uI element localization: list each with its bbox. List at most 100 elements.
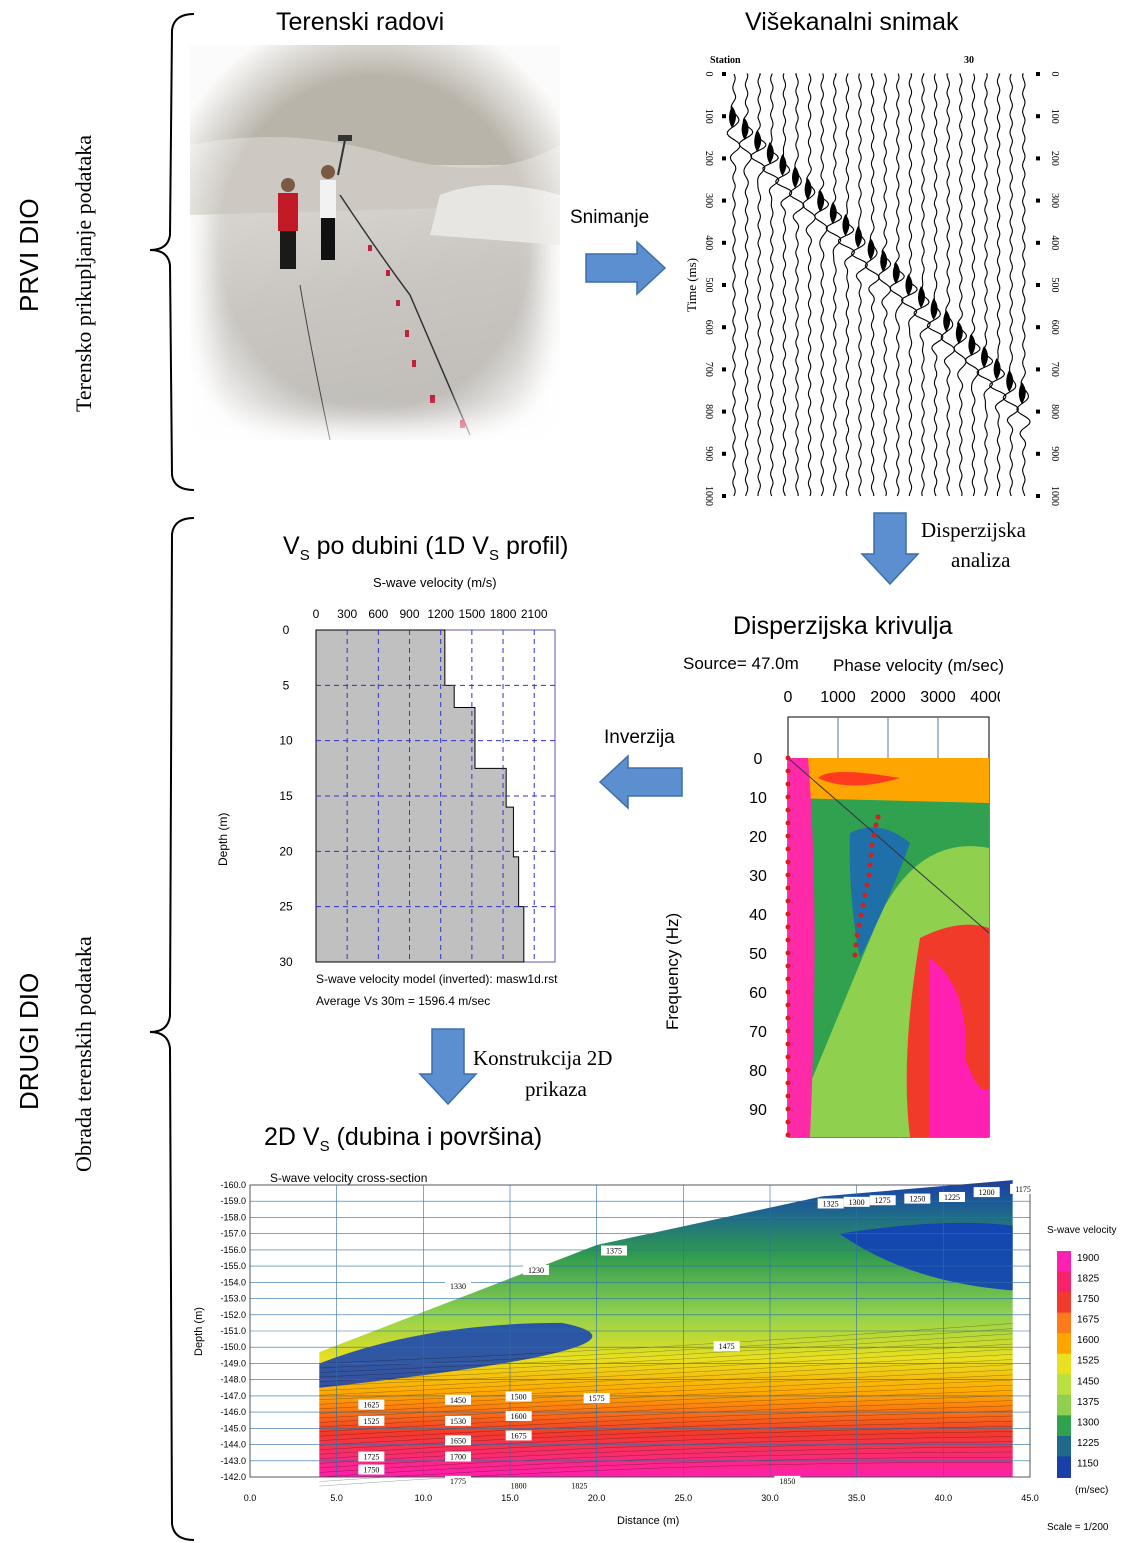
- dispersion-edge-point: [785, 859, 791, 865]
- time-tick-left: 800: [703, 404, 714, 419]
- contour-label: 1750: [363, 1466, 379, 1475]
- cross-section-x-tick: 5.0: [330, 1493, 343, 1503]
- contour-label-box: [904, 1193, 931, 1204]
- legend-value: 1675: [1077, 1315, 1100, 1326]
- profile-caption-2: Average Vs 30m = 1596.4 m/sec: [316, 994, 491, 1008]
- dispersion-y-tick: 60: [749, 985, 767, 1002]
- seismic-trace: [762, 73, 780, 497]
- dispersion-edge-point: [785, 989, 791, 995]
- contour-label: 1775: [450, 1477, 466, 1486]
- seismic-trace: [788, 73, 805, 496]
- seismic-trace-peak: [867, 238, 875, 260]
- profile-y-tick: 5: [283, 678, 290, 692]
- seismogram-plot: 0 0 100 100 200 200 300 300 400 400 500 500 600 600 70…: [703, 72, 1060, 507]
- seismic-trace: [726, 73, 741, 497]
- time-tick-left: 100: [703, 109, 714, 124]
- dispersion-picked-point: [856, 922, 862, 928]
- dispersion-blue-peak: [849, 827, 910, 958]
- contour-label: 1225: [944, 1193, 960, 1202]
- cross-section-y-tick: -158.0: [220, 1212, 246, 1222]
- frequency-axis-label: Frequency (Hz): [663, 912, 682, 1030]
- time-tick-right: 900: [1049, 446, 1060, 461]
- seismic-trace: [1016, 73, 1031, 497]
- station-number: 30: [964, 55, 974, 66]
- dispersion-magenta: [930, 958, 989, 1137]
- seismic-trace: [775, 73, 793, 497]
- contour-label-box: [843, 1196, 870, 1207]
- legend-swatch: [1057, 1333, 1071, 1355]
- time-tick-mark-right: [1036, 283, 1040, 287]
- legend-swatch: [1057, 1394, 1071, 1417]
- legend-value: 1300: [1077, 1417, 1100, 1428]
- contour-label: 1330: [450, 1282, 466, 1291]
- dispersion-edge-point: [785, 794, 791, 800]
- dispersion-edge-point: [785, 976, 791, 982]
- profile-depth-label: Depth (m): [216, 812, 230, 866]
- phase-velocity-label: Phase velocity (m/sec): [833, 656, 1004, 675]
- time-tick-left: 700: [703, 362, 714, 377]
- profile-x-tick: 1200: [427, 607, 454, 621]
- dispersion-picked-point: [875, 814, 881, 820]
- dispersion-edge-point: [785, 1054, 791, 1060]
- contour-label-box: [505, 1410, 532, 1421]
- seismic-trace-peak: [943, 310, 951, 332]
- dispersion-edge-point: [785, 950, 791, 956]
- time-tick-mark-right: [1036, 451, 1040, 456]
- time-tick-mark-left: [722, 283, 726, 287]
- dispersion-picked-point: [868, 852, 874, 858]
- legend-swatch: [1057, 1435, 1071, 1458]
- seismic-trace: [850, 73, 868, 497]
- profile-y-tick: 15: [279, 789, 293, 803]
- contour-line: [319, 1323, 1013, 1364]
- seismic-trace-peak: [880, 250, 888, 272]
- legend-value: 1900: [1077, 1253, 1100, 1264]
- dispersion-left-magenta: [788, 758, 815, 1137]
- dispersion-y-tick: 70: [749, 1024, 767, 1041]
- time-tick-mark-right: [1036, 114, 1040, 119]
- legend-value: 1825: [1077, 1274, 1100, 1285]
- dispersion-x-tick: 0: [784, 689, 793, 706]
- seismic-trace-peak: [1018, 382, 1026, 404]
- dispersion-picked-point: [862, 892, 868, 898]
- time-tick-mark-right: [1036, 72, 1040, 76]
- seismic-trace: [825, 73, 842, 497]
- dispersion-x-tick: 3000: [920, 689, 956, 706]
- dispersion-edge-point: [785, 833, 791, 839]
- contour-label-box: [505, 1430, 532, 1441]
- second-section-title: DRUGI DIO: [14, 972, 44, 1110]
- first-section-brace: [149, 13, 195, 491]
- contour-label: 1825: [571, 1482, 587, 1491]
- contour-line: [319, 1348, 1013, 1387]
- contour-line: [319, 1436, 1013, 1464]
- cross-section-x-tick: 30.0: [761, 1493, 779, 1503]
- scale-label: Scale = 1/200: [1047, 1522, 1109, 1533]
- dispersion-edge-point: [785, 937, 791, 943]
- legend-value: 1600: [1077, 1335, 1100, 1346]
- contour-line: [319, 1400, 1013, 1432]
- dispersion-top-red: [818, 772, 900, 786]
- time-tick-mark-right: [1036, 240, 1040, 245]
- contour-line: [319, 1343, 1013, 1382]
- contour-label-box: [445, 1475, 471, 1486]
- contour-line: [319, 1451, 1013, 1478]
- dispersion-edge-point: [785, 1119, 791, 1125]
- contour-label-box: [523, 1264, 549, 1275]
- dispersion-x-tick: 2000: [870, 689, 906, 706]
- dispersion-edge-point: [785, 781, 791, 787]
- profile-y-tick: 25: [279, 900, 293, 914]
- time-tick-right: 100: [1049, 109, 1060, 124]
- dispersion-edge-point: [785, 924, 791, 930]
- dispersion-y-tick: 30: [749, 868, 767, 885]
- time-tick-mark-left: [722, 114, 726, 119]
- construction-label-1: Konstrukcija 2D: [473, 1046, 613, 1070]
- dispersion-line: [787, 757, 990, 934]
- contour-label-box: [505, 1391, 532, 1402]
- contour-label-box: [713, 1341, 740, 1352]
- contour-label-box: [973, 1187, 1000, 1198]
- contour-line: [319, 1395, 1013, 1428]
- cross-section-title: S-wave velocity cross-section: [270, 1171, 428, 1185]
- legend-value: 1525: [1077, 1356, 1100, 1367]
- contour-label-box: [774, 1475, 801, 1486]
- dispersion-picked-point: [871, 832, 877, 838]
